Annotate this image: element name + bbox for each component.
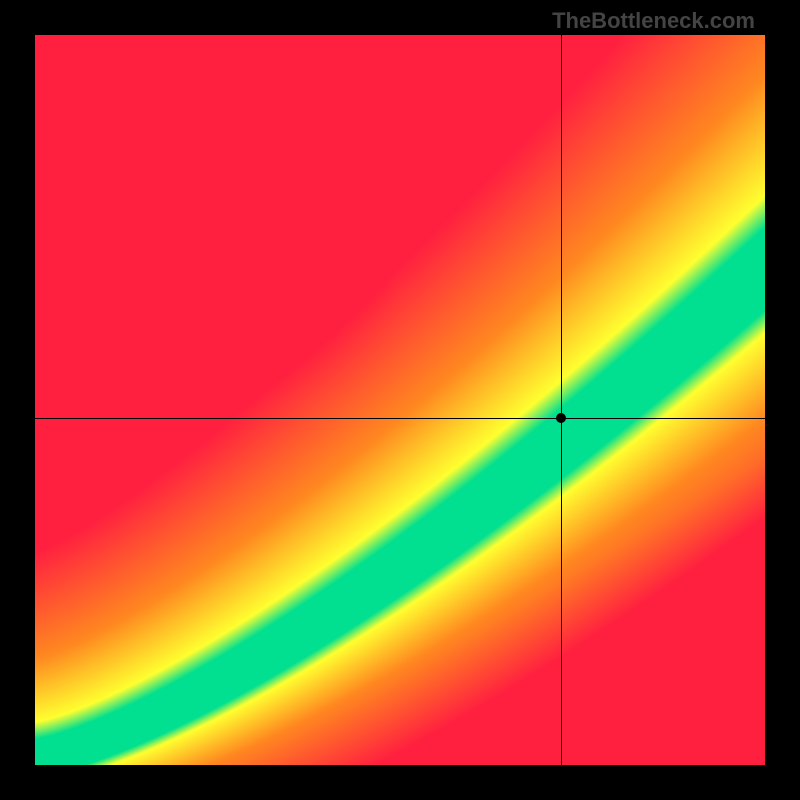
crosshair-marker-dot [556,413,566,423]
heatmap-plot-area [35,35,765,765]
crosshair-vertical-line [561,35,562,765]
watermark-text: TheBottleneck.com [552,8,755,34]
heatmap-canvas [35,35,765,765]
crosshair-horizontal-line [35,418,765,419]
